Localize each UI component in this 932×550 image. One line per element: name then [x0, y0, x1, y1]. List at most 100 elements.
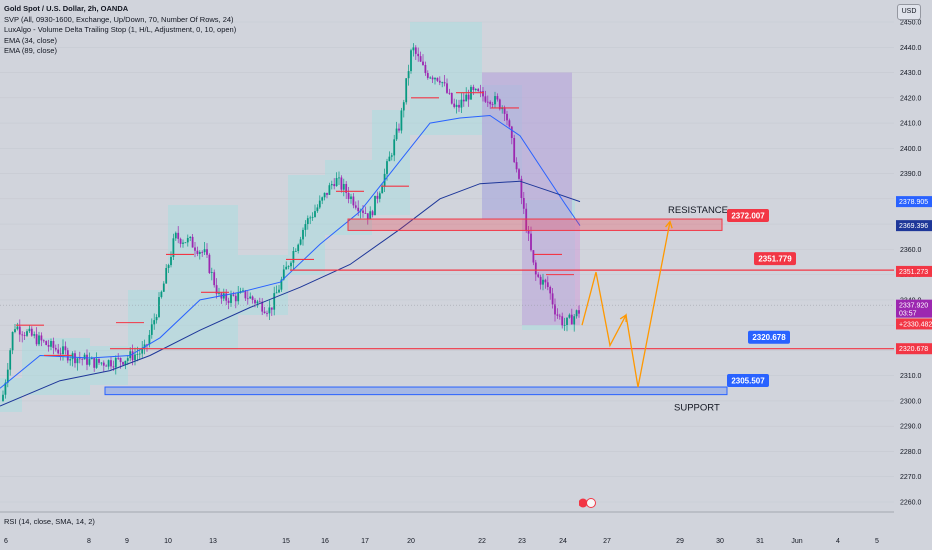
candle-body — [105, 365, 108, 367]
candle-body — [172, 238, 175, 257]
candle-body — [194, 247, 196, 251]
candle-body — [484, 96, 487, 102]
legend-svp: SVP (All, 0930-1600, Exchange, Up/Down, … — [4, 14, 234, 24]
candle-body — [369, 211, 372, 219]
price-badge — [896, 220, 932, 232]
candle-body — [462, 99, 465, 102]
candle-body — [513, 138, 516, 163]
y-tick-label: 2360.0 — [900, 247, 922, 254]
candle-body — [184, 242, 187, 244]
candle-body — [362, 210, 364, 213]
x-tick-label: 17 — [361, 538, 369, 545]
candle-body — [167, 265, 170, 268]
candle-body — [292, 251, 295, 263]
x-tick-label: 22 — [478, 538, 486, 545]
candle-body — [138, 353, 141, 355]
candle-body — [196, 250, 199, 254]
y-tick-label: 2270.0 — [900, 474, 922, 481]
candle-body — [266, 312, 268, 314]
candle-body — [467, 94, 470, 100]
candle-body — [537, 274, 540, 277]
resistance-price-label: 2372.007 — [731, 212, 765, 221]
candle-body — [71, 353, 74, 360]
candle-body — [405, 78, 408, 103]
candle-body — [486, 101, 489, 103]
candle-body — [11, 332, 14, 351]
candle-body — [119, 357, 122, 363]
candle-body — [74, 353, 76, 364]
candle-body — [26, 331, 28, 336]
candle-body — [333, 184, 336, 187]
candle-body — [148, 334, 151, 345]
candle-body — [122, 362, 124, 365]
candle-body — [42, 340, 45, 342]
y-tick-label: 2260.0 — [900, 500, 922, 507]
candle-body — [273, 293, 276, 310]
candle-body — [330, 184, 333, 186]
candle-body — [285, 266, 288, 270]
candles — [2, 43, 580, 402]
levels: RESISTANCE SUPPORT 2372.007 2351.779 2320.67… — [0, 92, 894, 414]
candle-body — [402, 102, 405, 111]
candle-body — [230, 294, 232, 303]
candle-body — [234, 295, 237, 302]
candle-body — [47, 344, 50, 347]
candle-body — [244, 290, 247, 299]
forecast-path — [581, 221, 671, 388]
candle-body — [563, 324, 566, 326]
currency-button[interactable]: USD — [897, 4, 921, 20]
event-flag-icon[interactable] — [579, 497, 597, 509]
candle-body — [525, 208, 528, 231]
session-profile — [410, 22, 482, 135]
candle-body — [282, 269, 285, 280]
candle-body — [400, 110, 403, 131]
candle-body — [542, 279, 544, 285]
forecast-arrowhead-large — [665, 220, 673, 229]
candle-body — [62, 346, 64, 355]
candle-body — [208, 254, 211, 273]
candle-body — [410, 50, 412, 72]
candle-body — [376, 195, 379, 199]
candle-body — [472, 86, 475, 90]
candle-body — [83, 354, 86, 360]
candle-body — [381, 186, 384, 194]
x-tick-label: 30 — [716, 538, 724, 545]
candle-body — [153, 320, 156, 325]
candle-body — [558, 315, 561, 317]
price-badge-label: 2369.396 — [899, 223, 928, 230]
candle-body — [160, 291, 163, 298]
candle-body — [357, 207, 360, 212]
legend-title: Gold Spot / U.S. Dollar, 2h, OANDA — [4, 4, 129, 13]
candle-body — [213, 272, 216, 286]
candle-body — [258, 301, 261, 303]
candle-body — [131, 351, 134, 361]
candle-body — [6, 369, 9, 383]
candle-body — [438, 80, 441, 83]
time-axis[interactable]: 6 8 9 10 13 15 16 17 20 22 23 24 27 29 30 31 Jun 4 5 — [4, 538, 879, 545]
candle-body — [198, 251, 201, 254]
candle-body — [179, 238, 182, 244]
candle-body — [554, 304, 556, 315]
candle-body — [290, 262, 292, 267]
candle-body — [246, 298, 249, 300]
resistance-zone — [347, 218, 723, 231]
candle-body — [534, 262, 537, 275]
candle-body — [532, 250, 535, 263]
candle-body — [186, 237, 189, 243]
candle-body — [326, 192, 328, 195]
ema-34-line — [0, 114, 581, 389]
candle-body — [345, 183, 348, 194]
candle-body — [69, 359, 72, 361]
candle-body — [311, 216, 314, 218]
candle-body — [508, 120, 511, 127]
candle-body — [150, 324, 153, 335]
candle-body — [453, 103, 456, 107]
x-tick-label: 29 — [676, 538, 684, 545]
candle-body — [95, 358, 98, 368]
x-tick-label: 6 — [4, 538, 8, 545]
candle-body — [350, 196, 352, 199]
y-tick-label: 2300.0 — [900, 398, 922, 405]
price-axis[interactable]: 2260.02270.02280.02290.02300.02310.02320… — [900, 20, 922, 507]
candle-body — [242, 290, 244, 292]
